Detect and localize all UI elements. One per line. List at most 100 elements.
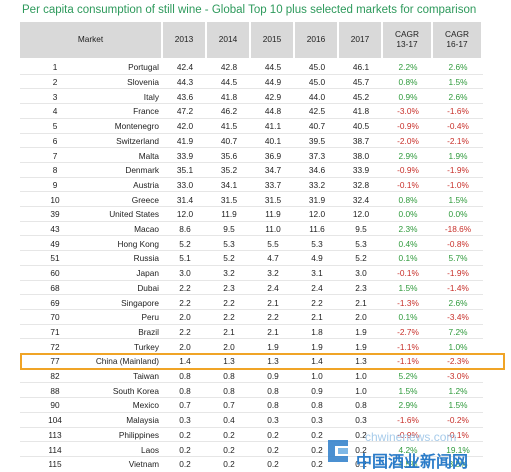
market: Montenegro bbox=[114, 121, 159, 132]
value: 4.7 bbox=[267, 253, 279, 264]
value: 0.2 bbox=[311, 459, 323, 468]
value: 44.5 bbox=[264, 62, 282, 73]
row-line bbox=[20, 235, 483, 237]
row-line bbox=[20, 132, 483, 134]
cagr: 2.2% bbox=[398, 62, 418, 73]
value: 0.7 bbox=[223, 400, 235, 411]
cagr: -1.3% bbox=[397, 297, 419, 308]
value: 5.2 bbox=[355, 253, 367, 264]
row-line bbox=[20, 88, 483, 90]
value: 1.0 bbox=[355, 385, 367, 396]
rank: 1 bbox=[52, 62, 58, 73]
market: Vietnam bbox=[128, 459, 159, 468]
cagr: 1.0% bbox=[448, 341, 468, 352]
cagr: 19.1% bbox=[446, 444, 470, 455]
value: 12.0 bbox=[308, 209, 326, 220]
value: 1.3 bbox=[355, 356, 367, 367]
value: 0.2 bbox=[223, 444, 235, 455]
table: Market 2013 2014 2015 2016 2017 CAGR 13-17 CAGR… bbox=[20, 22, 483, 468]
cagr: -18.6% bbox=[444, 224, 472, 235]
value: 34.1 bbox=[220, 179, 238, 190]
cagr: -1.6% bbox=[397, 415, 419, 426]
value: 39.5 bbox=[308, 135, 326, 146]
rank: 82 bbox=[50, 371, 60, 382]
cagr: -0.9% bbox=[397, 429, 419, 440]
value: 38.7 bbox=[352, 135, 370, 146]
value: 37.3 bbox=[308, 150, 326, 161]
row-line bbox=[20, 338, 483, 340]
watermark-site: chwinenews.com bbox=[365, 430, 457, 444]
market: China (Mainland) bbox=[95, 356, 159, 367]
header-cell: Market bbox=[20, 22, 163, 58]
rank: 114 bbox=[48, 444, 62, 455]
rank: 8 bbox=[52, 165, 58, 176]
market: Laos bbox=[141, 444, 159, 455]
market: Portugal bbox=[128, 62, 159, 73]
value: 0.8 bbox=[267, 385, 279, 396]
value: 1.9 bbox=[355, 341, 367, 352]
market: Russia bbox=[133, 253, 159, 264]
value: 2.0 bbox=[355, 312, 367, 323]
market: Malta bbox=[138, 150, 159, 161]
value: 40.7 bbox=[220, 135, 238, 146]
value: 33.9 bbox=[352, 165, 370, 176]
cagr: 0.0% bbox=[398, 209, 418, 220]
value: 2.2 bbox=[179, 297, 191, 308]
market: Switzerland bbox=[116, 135, 159, 146]
value: 5.2 bbox=[223, 253, 235, 264]
market: Macao bbox=[134, 224, 159, 235]
rank: 7 bbox=[52, 150, 58, 161]
cagr: 1.5% bbox=[398, 385, 418, 396]
cagr: -0.9% bbox=[397, 121, 419, 132]
market: Malaysia bbox=[126, 415, 159, 426]
value: 31.5 bbox=[264, 194, 282, 205]
value: 4.9 bbox=[311, 253, 323, 264]
cagr: 0.1% bbox=[398, 253, 418, 264]
value: 5.3 bbox=[355, 238, 367, 249]
row-line bbox=[20, 176, 483, 178]
value: 0.8 bbox=[311, 400, 323, 411]
value: 0.2 bbox=[311, 444, 323, 455]
value: 2.1 bbox=[223, 326, 235, 337]
row-line bbox=[20, 117, 483, 119]
market: Philippines bbox=[118, 429, 159, 440]
cagr: -0.2% bbox=[447, 415, 469, 426]
value: 1.0 bbox=[355, 371, 367, 382]
value: 46.1 bbox=[352, 62, 370, 73]
rank: 115 bbox=[48, 459, 62, 468]
value: 0.8 bbox=[179, 371, 191, 382]
value: 0.8 bbox=[223, 371, 235, 382]
market: Italy bbox=[143, 91, 159, 102]
title: Per capita consumption of still wine - G… bbox=[22, 4, 477, 16]
value: 2.0 bbox=[179, 341, 191, 352]
market: United States bbox=[109, 209, 159, 220]
market: Hong Kong bbox=[117, 238, 159, 249]
header-cell: 2015 bbox=[251, 22, 295, 58]
value: 31.5 bbox=[220, 194, 238, 205]
cagr: -0.4% bbox=[447, 121, 469, 132]
value: 34.7 bbox=[264, 165, 282, 176]
value: 43.6 bbox=[176, 91, 194, 102]
value: 0.8 bbox=[223, 385, 235, 396]
row-line bbox=[20, 294, 483, 296]
value: 1.8 bbox=[311, 326, 323, 337]
value: 0.9 bbox=[311, 385, 323, 396]
value: 44.0 bbox=[308, 91, 326, 102]
value: 42.0 bbox=[176, 121, 194, 132]
value: 33.0 bbox=[176, 179, 194, 190]
value: 42.4 bbox=[176, 62, 194, 73]
value: 32.4 bbox=[352, 194, 370, 205]
value: 47.2 bbox=[176, 106, 194, 117]
rank: 60 bbox=[50, 268, 60, 279]
cagr: 0.8% bbox=[398, 77, 418, 88]
value: 5.3 bbox=[223, 238, 235, 249]
value: 11.9 bbox=[265, 209, 281, 220]
value: 5.2 bbox=[179, 238, 191, 249]
value: 45.0 bbox=[308, 77, 326, 88]
value: 3.0 bbox=[179, 268, 191, 279]
value: 9.5 bbox=[223, 224, 235, 235]
market: Taiwan bbox=[133, 371, 159, 382]
value: 0.2 bbox=[267, 429, 279, 440]
value: 3.2 bbox=[267, 268, 279, 279]
